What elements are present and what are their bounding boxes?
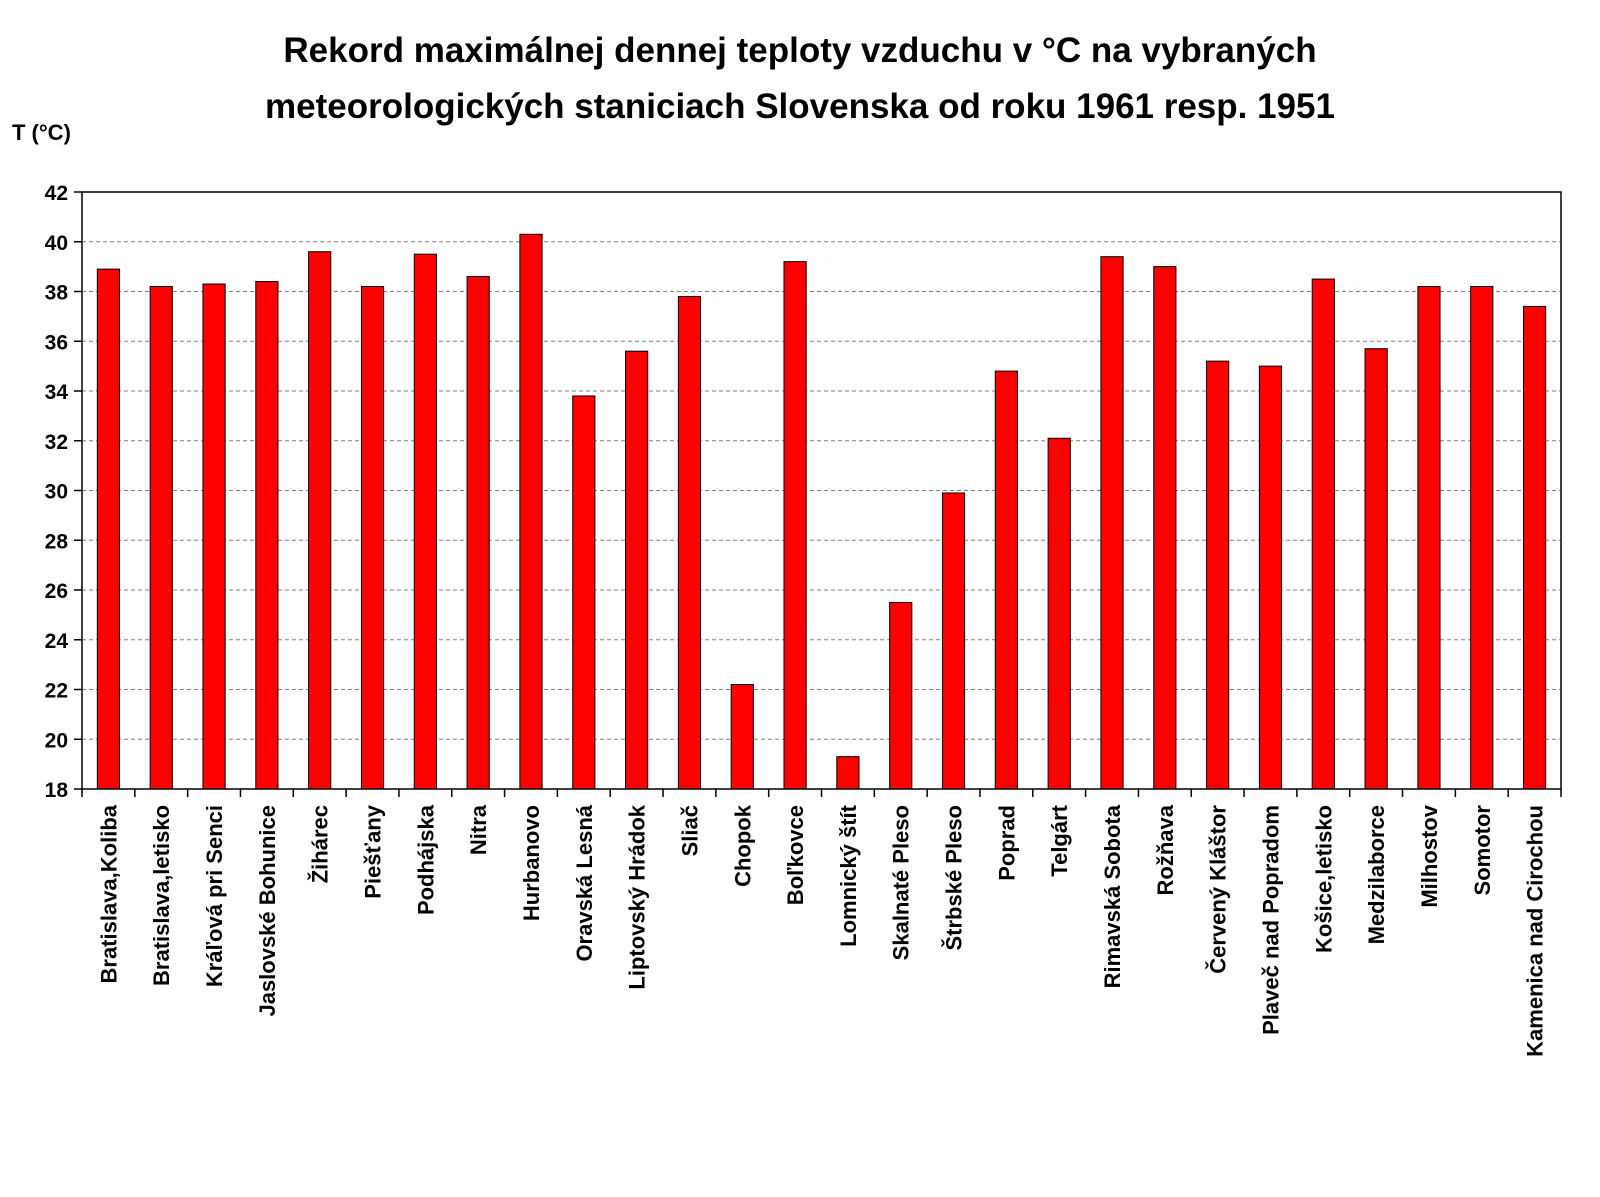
- y-tick-label: 36: [45, 331, 68, 354]
- x-category-label: Poprad: [994, 805, 1019, 881]
- y-tick-label: 32: [45, 431, 68, 454]
- bar: [836, 756, 860, 790]
- x-category-label: Milhostov: [1417, 804, 1442, 907]
- bar: [625, 350, 649, 790]
- bar: [1470, 286, 1494, 790]
- bar: [1417, 286, 1441, 790]
- x-axis-ticks: [81, 789, 1562, 797]
- y-tick-label: 18: [45, 779, 69, 802]
- x-axis-category-labels: Bratislava,Koliba Bratislava,letisko Kráľo…: [96, 804, 1547, 1057]
- x-category-label: Boľkovce: [783, 805, 808, 905]
- x-category-label: Somotor: [1470, 805, 1495, 896]
- x-category-label: Kamenica nad Cirochou: [1523, 805, 1548, 1057]
- bar: [413, 253, 437, 790]
- bar: [149, 286, 173, 790]
- x-category-label: Telgárt: [1047, 804, 1072, 876]
- x-category-label: Chopok: [730, 804, 755, 887]
- x-category-label: Štrbské Pleso: [942, 805, 967, 951]
- bar: [96, 268, 121, 790]
- bar: [889, 601, 913, 790]
- y-axis-label: T (°C): [12, 120, 71, 145]
- y-tick-label: 42: [45, 182, 68, 205]
- bar: [308, 251, 332, 790]
- y-tick-label: 34: [45, 381, 69, 404]
- bar: [1153, 266, 1177, 790]
- bar: [1364, 348, 1388, 790]
- y-tick-label: 40: [45, 232, 68, 255]
- x-category-label: Bratislava,Koliba: [96, 804, 121, 983]
- bar: [941, 492, 966, 790]
- x-category-label: Kráľová pri Senci: [202, 805, 227, 987]
- x-category-label: Košice,letisko: [1311, 805, 1336, 953]
- x-category-label: Rimavská Sobota: [1100, 804, 1125, 988]
- y-tick-label: 28: [45, 530, 69, 553]
- bar: [1206, 360, 1230, 790]
- y-tick-label: 30: [45, 481, 68, 504]
- bar: [1311, 278, 1335, 790]
- bar: [1100, 256, 1124, 790]
- bar: [783, 261, 807, 790]
- bar: [519, 233, 543, 790]
- bar: [1522, 305, 1547, 790]
- x-category-label: Žihárec: [308, 805, 333, 883]
- y-tick-label: 24: [45, 630, 69, 653]
- x-category-label: Lomnický štít: [836, 804, 861, 946]
- gridlines: [82, 241, 1561, 740]
- x-category-label: Oravská Lesná: [572, 804, 597, 961]
- x-category-label: Bratislava,letisko: [149, 805, 174, 986]
- bar: [994, 370, 1018, 790]
- bar: [255, 281, 279, 790]
- bar: [677, 295, 702, 790]
- chart-title-line-1: Rekord maximálnej dennej teploty vzduchu…: [283, 31, 1316, 70]
- y-tick-label: 20: [45, 729, 68, 752]
- bar: [360, 286, 385, 790]
- x-category-label: Podhájska: [413, 804, 438, 915]
- y-tick-label: 26: [45, 580, 68, 603]
- bar: [1047, 437, 1071, 790]
- bar: [730, 684, 754, 790]
- bar: [572, 395, 596, 790]
- x-category-label: Liptovský Hrádok: [625, 804, 650, 989]
- x-category-label: Rožňava: [1153, 804, 1178, 895]
- bars: [96, 233, 1547, 790]
- bar: [1258, 365, 1283, 790]
- bar: [202, 283, 226, 790]
- x-category-label: Sliač: [677, 805, 702, 856]
- chart-title-line-2: meteorologických staniciach Slovenska od…: [265, 87, 1335, 126]
- x-category-label: Hurbanovo: [519, 805, 544, 921]
- plot-area-border: [81, 191, 1562, 790]
- x-category-label: Jaslovské Bohunice: [255, 805, 280, 1017]
- x-category-label: Medzilaborce: [1364, 805, 1389, 944]
- x-category-label: Nitra: [466, 804, 491, 855]
- y-axis-ticks: 18 20 22 24 26 28 30 32 34 36 38 40 42: [45, 182, 82, 802]
- x-category-label: Skalnaté Pleso: [889, 805, 914, 960]
- x-category-label: Červený Kláštor: [1206, 805, 1231, 974]
- x-category-label: Piešťany: [361, 804, 386, 898]
- bar: [466, 276, 490, 790]
- x-category-label: Plaveč nad Popradom: [1258, 805, 1283, 1035]
- y-tick-label: 38: [45, 282, 69, 305]
- y-tick-label: 22: [45, 680, 68, 703]
